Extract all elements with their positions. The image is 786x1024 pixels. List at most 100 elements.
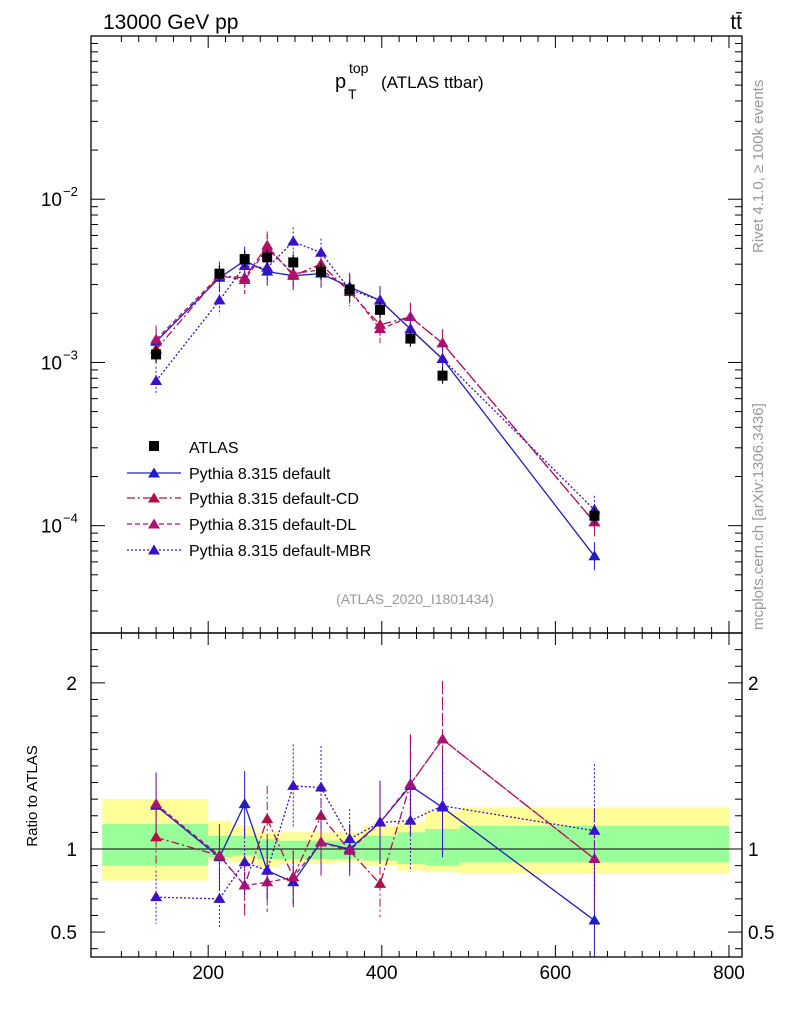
ratio-marker-series-2: [213, 849, 226, 860]
main-y-tick-label: 10: [41, 517, 62, 538]
main-marker-series-3: [261, 261, 274, 272]
data-point: [239, 254, 250, 265]
collision-label: 13000 GeV pp: [103, 11, 238, 34]
ratio-marker-series-3: [261, 864, 274, 875]
x-tick-label: 200: [192, 963, 224, 984]
process-label: tt̄: [730, 11, 742, 34]
data-point: [262, 252, 273, 263]
mcplots-label: mcplots.cern.ch [arXiv:1306.3436]: [750, 403, 767, 630]
plot-title-main: p: [335, 71, 346, 93]
ratio-marker-series-3: [213, 892, 226, 903]
ratio-marker-series-1: [261, 813, 274, 824]
ratio-marker-series-2: [238, 879, 251, 890]
ratio-marker-series-0: [238, 798, 251, 809]
ratio-y-tick-label-right: 0.5: [748, 923, 774, 944]
ratio-y-tick-label-left: 1: [66, 840, 77, 861]
ratio-marker-series-1: [150, 831, 163, 842]
ratio-plot-area: [150, 681, 601, 957]
legend-entry-atlas: ATLAS: [149, 440, 239, 457]
ratio-marker-series-2: [436, 733, 449, 744]
main-y-tick-exponent: −3: [63, 347, 78, 362]
plot-title-sub: T: [348, 86, 357, 102]
ratio-marker-series-3: [287, 779, 300, 790]
main-line-series-3: [155, 240, 595, 511]
legend-entry-cd: Pythia 8.315 default-CD: [127, 491, 359, 508]
ratio-marker-series-2: [315, 836, 328, 847]
plot-title-sup: top: [349, 60, 369, 76]
legend: ATLAS Pythia 8.315 default Pythia 8.315 …: [127, 440, 371, 560]
ratio-marker-series-2: [287, 871, 300, 882]
legend-entry-default: Pythia 8.315 default: [127, 466, 331, 483]
ratio-y-tick-label-left: 0.5: [51, 923, 77, 944]
data-point: [375, 304, 386, 315]
x-tick-label: 600: [540, 963, 572, 984]
main-marker-series-3: [150, 374, 163, 385]
ratio-y-tick-label-right: 1: [748, 840, 759, 861]
ratio-marker-series-3: [315, 781, 328, 792]
band-inner-bin: [280, 840, 308, 859]
main-y-tick-label: 10: [41, 353, 62, 374]
plot-title: p top T (ATLAS ttbar): [335, 60, 484, 102]
ratio-y-tick-label-left: 2: [66, 674, 77, 695]
ratio-marker-series-3: [374, 816, 387, 827]
legend-marker-default: [148, 467, 160, 478]
ratio-marker-series-3: [150, 891, 163, 902]
main-marker-series-0: [588, 550, 601, 561]
ratio-marker-series-1: [374, 877, 387, 888]
ratio-marker-series-3: [343, 833, 356, 844]
ratio-marker-series-3: [238, 856, 251, 867]
data-point: [316, 266, 327, 277]
ratio-marker-series-2: [150, 798, 163, 809]
legend-label-default: Pythia 8.315 default: [189, 466, 331, 483]
data-point: [151, 349, 162, 360]
data-point: [288, 257, 299, 268]
x-tick-label: 400: [366, 963, 398, 984]
band-inner-bin: [397, 832, 426, 864]
legend-entry-mbr: Pythia 8.315 default-MBR: [127, 543, 371, 560]
main-marker-series-3: [213, 294, 226, 305]
analysis-id-label: (ATLAS_2020_I1801434): [336, 591, 494, 607]
data-point: [589, 510, 600, 521]
main-marker-series-3: [436, 352, 449, 363]
main-y-tick-exponent: −2: [63, 184, 78, 199]
main-marker-series-2: [436, 337, 449, 348]
main-y-tick-label: 10: [41, 190, 62, 211]
main-marker-series-2: [287, 267, 300, 278]
main-marker-series-3: [374, 294, 387, 305]
band-inner-bin: [102, 824, 209, 866]
main-marker-series-2: [150, 333, 163, 344]
legend-marker-mbr: [148, 544, 160, 555]
data-point: [344, 284, 355, 295]
ratio-marker-series-3: [404, 814, 417, 825]
legend-marker-atlas: [149, 441, 159, 451]
ratio-marker-series-0: [588, 914, 601, 925]
main-marker-series-2: [261, 242, 274, 253]
ratio-y-tick-label-right: 2: [748, 674, 759, 695]
data-point: [214, 268, 225, 279]
legend-label-dl: Pythia 8.315 default-DL: [189, 517, 356, 534]
rivet-version-label: Rivet 4.1.0, ≥ 100k events: [750, 80, 767, 253]
ratio-frame: [90, 632, 743, 958]
data-point: [437, 370, 448, 381]
main-y-tick-exponent: −4: [63, 511, 78, 526]
ratio-marker-series-3: [588, 824, 601, 835]
plot-title-rest: (ATLAS ttbar): [381, 73, 484, 92]
legend-label-mbr: Pythia 8.315 default-MBR: [189, 543, 371, 560]
main-marker-series-3: [404, 323, 417, 334]
x-tick-label: 800: [713, 963, 745, 984]
legend-marker-dl: [148, 518, 160, 529]
ratio-axis-label: Ratio to ATLAS: [24, 745, 41, 846]
main-marker-series-2: [374, 323, 387, 334]
ratio-uncertainty-band: [91, 799, 742, 881]
ratio-marker-series-3: [436, 799, 449, 810]
data-point: [405, 333, 416, 344]
main-marker-series-2: [238, 273, 251, 284]
legend-label-cd: Pythia 8.315 default-CD: [189, 491, 359, 508]
legend-label-atlas: ATLAS: [189, 440, 239, 457]
legend-entry-dl: Pythia 8.315 default-DL: [127, 517, 356, 534]
main-marker-series-3: [315, 246, 328, 257]
main-marker-series-3: [287, 235, 300, 246]
main-plot-area: [150, 227, 601, 571]
